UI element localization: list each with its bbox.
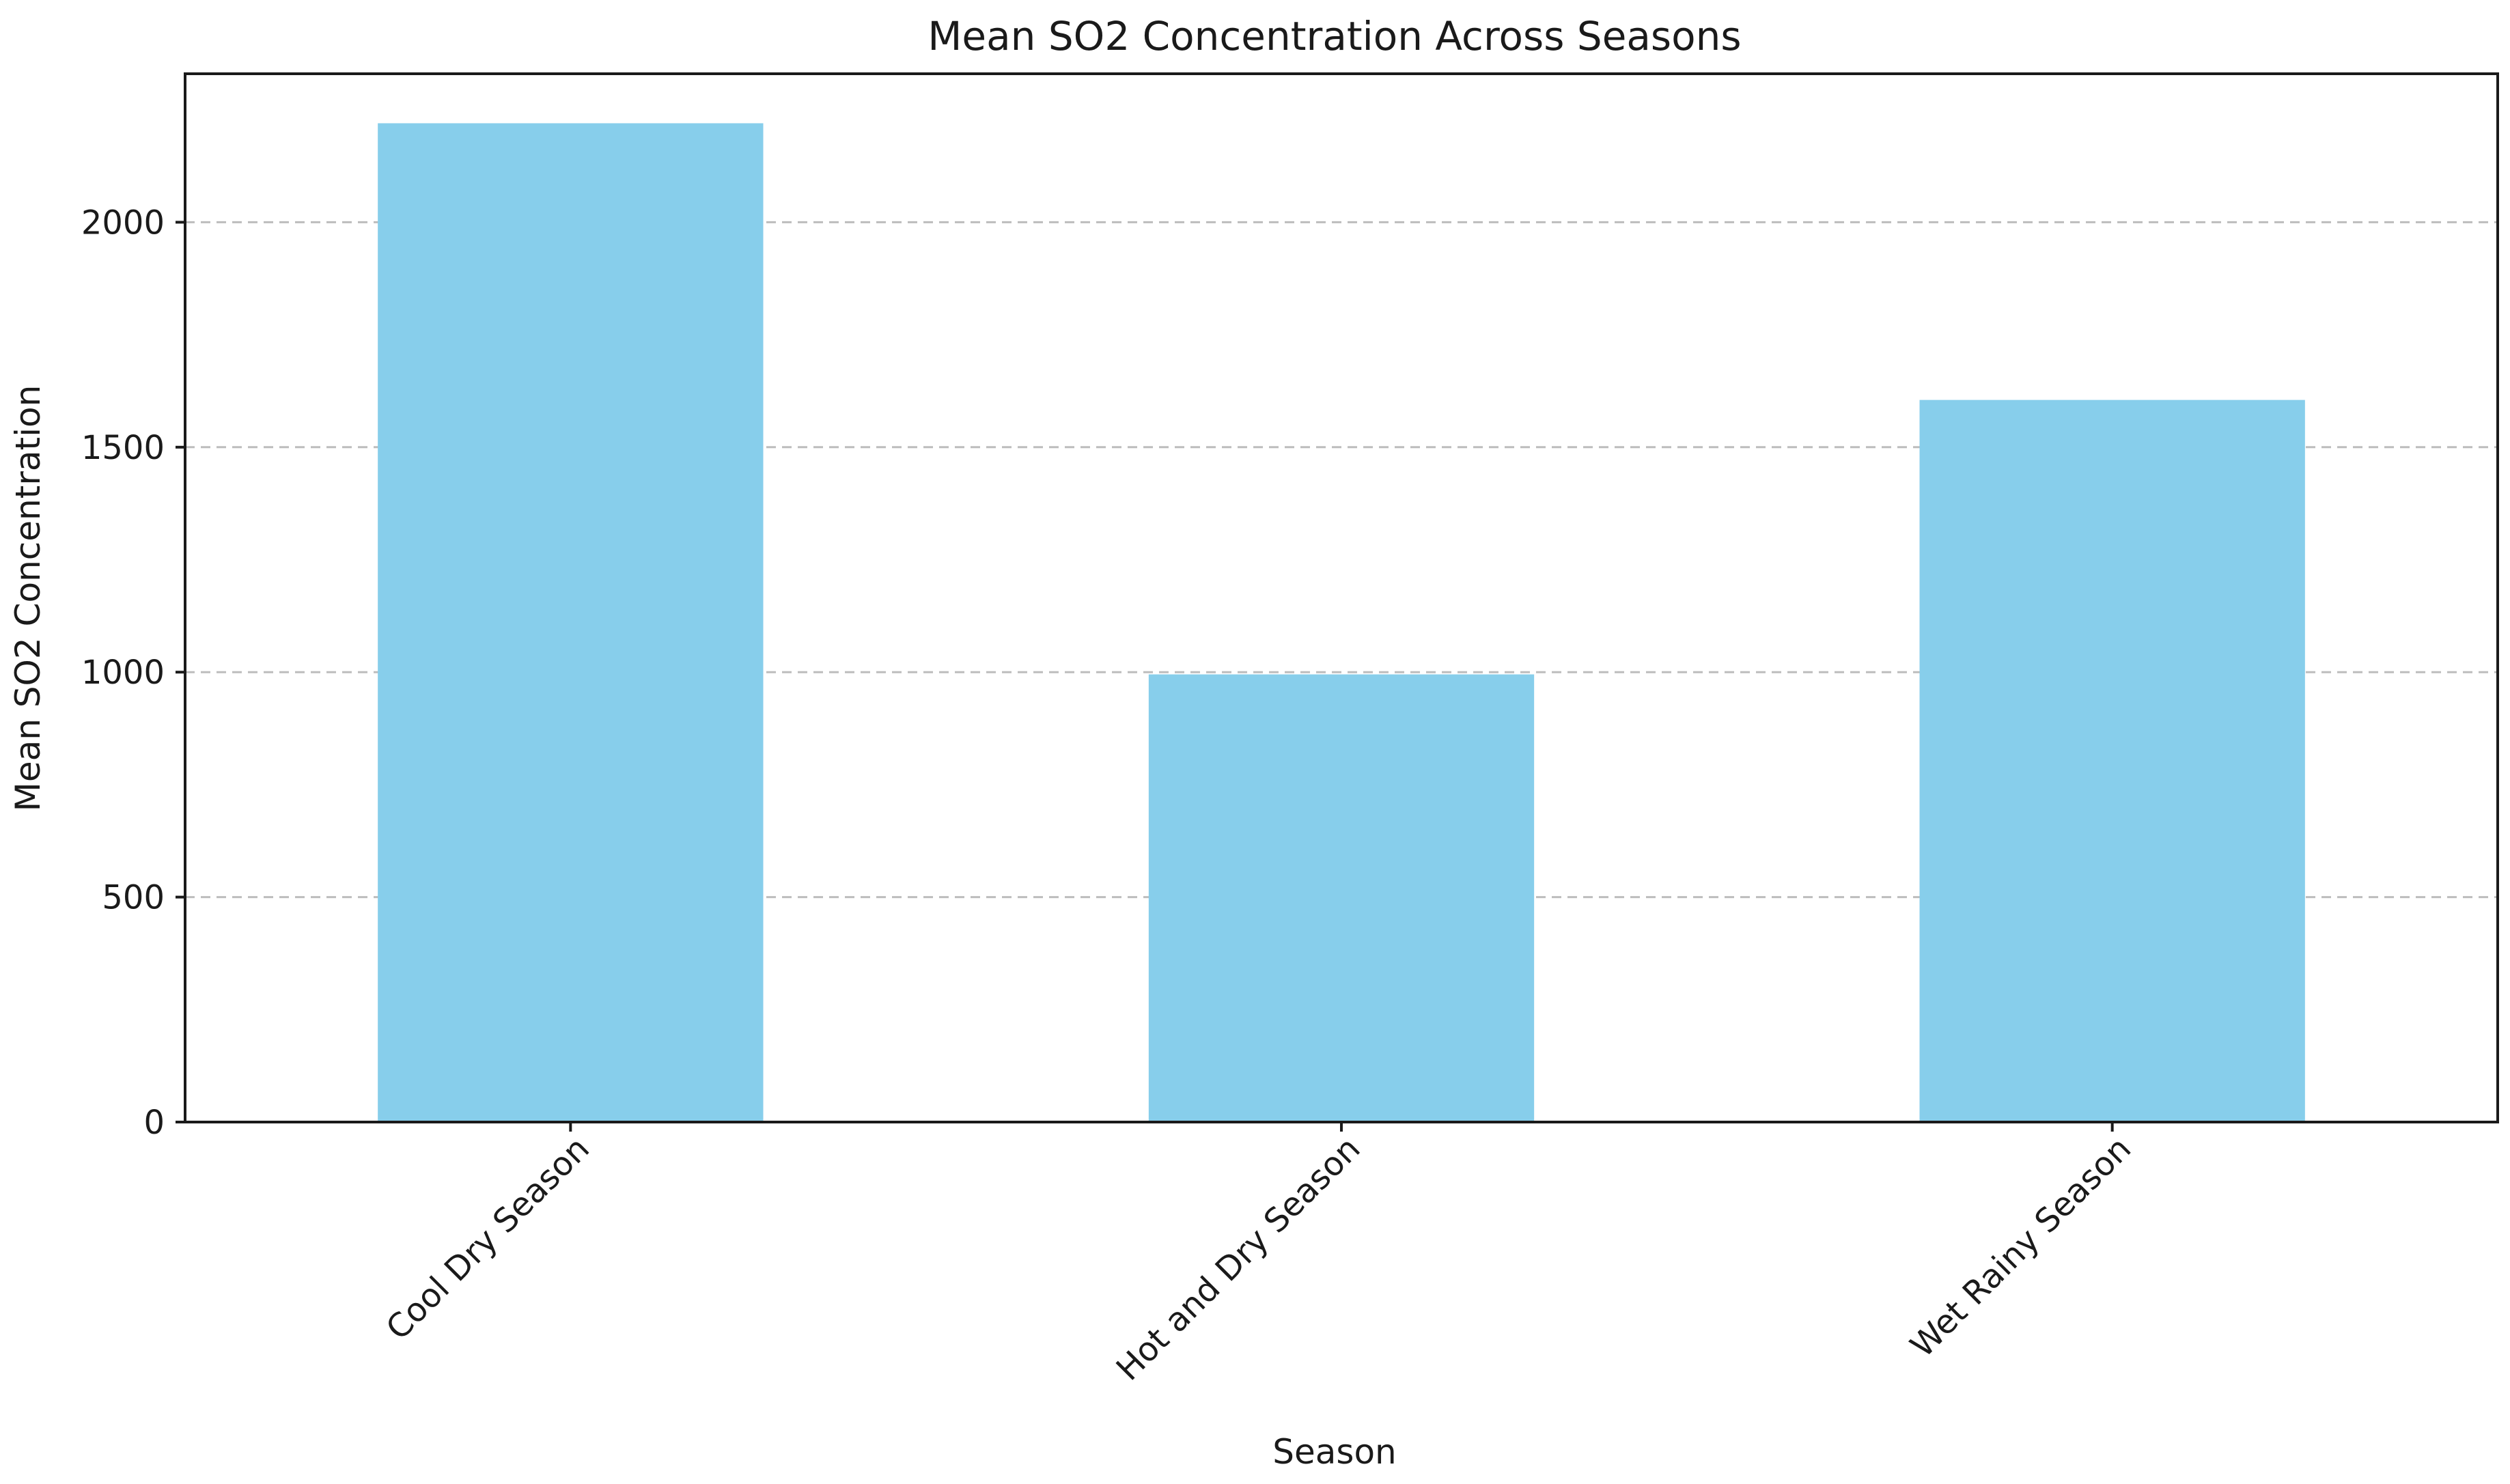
y-tick-label: 2000 (81, 204, 165, 242)
y-tick-label: 1500 (81, 429, 165, 467)
bar (378, 123, 764, 1123)
bar (1919, 400, 2305, 1122)
y-axis-label: Mean SO2 Concentration (8, 385, 48, 812)
y-tick-label: 500 (102, 879, 165, 917)
chart-title: Mean SO2 Concentration Across Seasons (928, 13, 1741, 59)
y-tick-label: 1000 (81, 654, 165, 692)
x-axis: Cool Dry Season Hot and Dry Season Wet Rai… (379, 1122, 2138, 1388)
x-tick-label: Hot and Dry Season (1109, 1130, 1368, 1388)
x-tick-label: Wet Rainy Season (1903, 1130, 2138, 1365)
x-tick-label: Cool Dry Season (379, 1130, 597, 1347)
bars (378, 123, 2305, 1123)
bar (1148, 674, 1535, 1122)
y-axis: 0 500 1000 1500 2000 (81, 204, 185, 1142)
x-axis-label: Season (1272, 1432, 1396, 1472)
y-tick-label: 0 (143, 1104, 165, 1142)
